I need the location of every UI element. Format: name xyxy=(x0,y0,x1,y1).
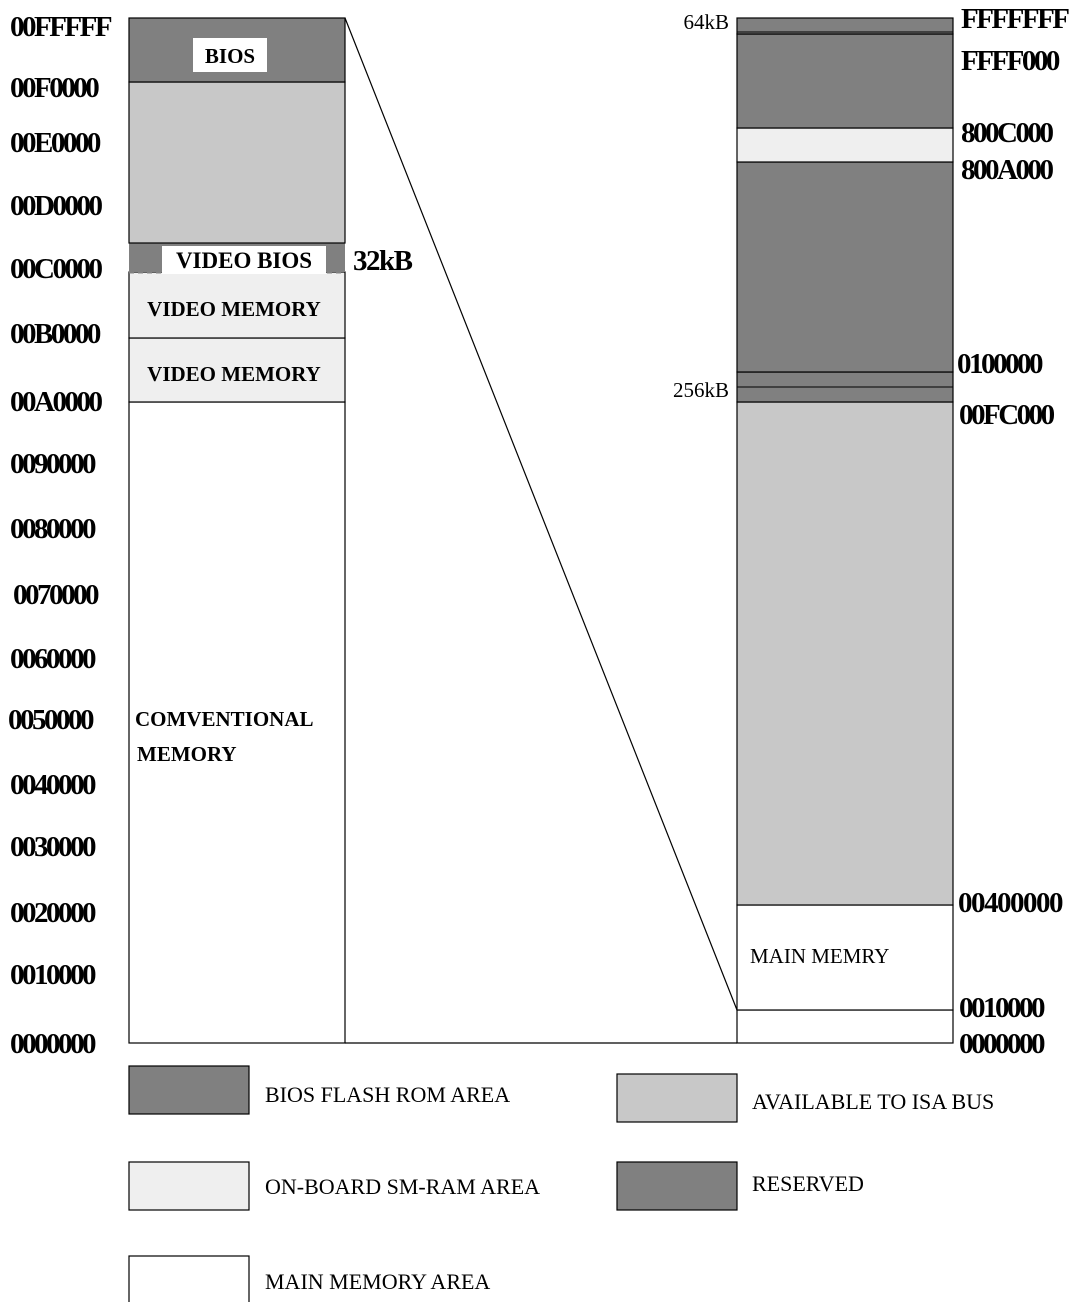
main-memory-label: MAIN MEMRY xyxy=(750,944,889,968)
video-memory-lower-label: VIDEO MEMORY xyxy=(147,362,321,386)
left-address-label: 0050000 xyxy=(8,704,94,736)
right-main-memory-region xyxy=(736,904,954,1011)
right-address-label: 00400000 xyxy=(958,887,1063,919)
legend-item-onboard-smram: ON-BOARD SM-RAM AREA xyxy=(128,1161,540,1211)
right-isa-available-region xyxy=(736,401,954,906)
left-address-label: 0020000 xyxy=(10,897,96,929)
left-address-label: 0060000 xyxy=(10,643,96,675)
left-address-label: 0030000 xyxy=(10,831,96,863)
legend-swatch xyxy=(616,1073,738,1123)
left-isa-available-region xyxy=(128,81,346,244)
right-address-label: 800C000 xyxy=(961,117,1053,149)
legend-item-reserved: RESERVED xyxy=(616,1161,864,1211)
right-address-label: FFFF000 xyxy=(961,45,1060,77)
video-memory-upper-label: VIDEO MEMORY xyxy=(147,297,321,321)
left-video-memory-lower-region xyxy=(128,337,346,403)
left-address-label: 00D0000 xyxy=(10,190,102,222)
right-main-memory-low-region xyxy=(736,1009,954,1044)
left-memory-map: BIOS VIDEO BIOS VIDEO MEMORY VIDEO MEMOR… xyxy=(128,17,414,1044)
right-address-label: 0100000 xyxy=(957,348,1043,380)
legend-swatch xyxy=(128,1161,250,1211)
right-memory-map: MAIN MEMRY 64kB 256kB xyxy=(673,10,954,1044)
right-bios-64kb-region xyxy=(736,17,954,35)
left-address-label: 0090000 xyxy=(10,448,96,480)
right-address-label: 0010000 xyxy=(959,992,1045,1024)
left-address-label: 0040000 xyxy=(10,769,96,801)
left-address-label: 0000000 xyxy=(10,1028,96,1060)
legend-item-bios-flash-rom: BIOS FLASH ROM AREA xyxy=(128,1065,510,1115)
left-address-label: 00F0000 xyxy=(10,72,99,104)
right-address-label: 00FC000 xyxy=(959,399,1055,431)
legend-swatch xyxy=(128,1255,250,1302)
video-bios-size-label: 32kB xyxy=(353,245,413,277)
legend-label: BIOS FLASH ROM AREA xyxy=(265,1082,510,1107)
right-smram-region xyxy=(736,127,954,163)
size-256kb-label: 256kB xyxy=(673,378,729,402)
zoom-connector-lines xyxy=(344,17,738,1044)
left-address-label: 00FFFFF xyxy=(10,11,112,43)
left-conventional-memory-region xyxy=(128,401,346,1044)
left-address-label: 0080000 xyxy=(10,513,96,545)
left-address-label: 0070000 xyxy=(13,579,99,611)
bios-label: BIOS xyxy=(205,44,255,68)
legend-label: ON-BOARD SM-RAM AREA xyxy=(265,1174,540,1199)
legend-label: RESERVED xyxy=(752,1171,864,1196)
left-address-labels: 00FFFFF 00F0000 00E0000 00D0000 00C0000 … xyxy=(8,11,114,1060)
legend-swatch xyxy=(616,1161,738,1211)
left-address-label: 00E0000 xyxy=(10,127,101,159)
legend-item-available-isa: AVAILABLE TO ISA BUS xyxy=(616,1073,994,1123)
legend: BIOS FLASH ROM AREA AVAILABLE TO ISA BUS… xyxy=(128,1065,994,1302)
video-bios-label-box xyxy=(162,246,326,274)
right-address-labels: FFFFFFF FFFF000 800C000 800A000 0100000 … xyxy=(957,3,1072,1060)
legend-label: MAIN MEMORY AREA xyxy=(265,1269,490,1294)
left-address-label: 00C0000 xyxy=(10,253,102,285)
left-address-label: 00B0000 xyxy=(10,318,101,350)
legend-item-main-memory: MAIN MEMORY AREA xyxy=(128,1255,490,1302)
right-reserved-region xyxy=(736,161,954,373)
right-address-label: 800A000 xyxy=(961,154,1053,186)
left-address-label: 00A0000 xyxy=(10,386,102,418)
right-address-label: FFFFFFF xyxy=(961,3,1069,35)
size-64kb-label: 64kB xyxy=(683,10,729,34)
left-address-label: 0010000 xyxy=(10,959,96,991)
conventional-memory-label-line1: COMVENTIONAL xyxy=(135,707,314,731)
right-address-label: 0000000 xyxy=(959,1028,1045,1060)
conventional-memory-label-line2: MEMORY xyxy=(137,742,237,766)
right-reserved-upper-region xyxy=(736,33,954,129)
legend-swatch xyxy=(128,1065,250,1115)
bios-label-box xyxy=(193,38,267,72)
legend-label: AVAILABLE TO ISA BUS xyxy=(752,1089,994,1114)
connector-line-top xyxy=(344,17,738,1011)
video-bios-label: VIDEO BIOS xyxy=(176,248,312,273)
